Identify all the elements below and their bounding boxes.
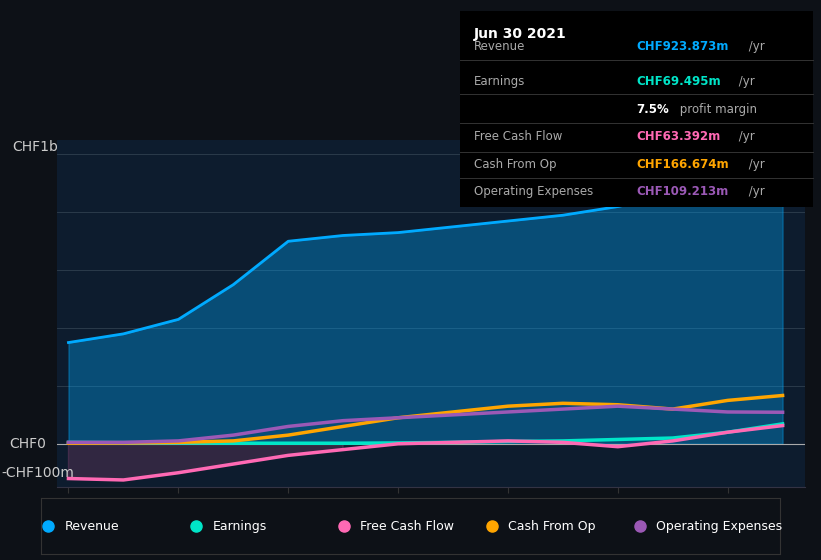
Text: /yr: /yr [735, 130, 754, 143]
Text: CHF166.674m: CHF166.674m [636, 157, 729, 171]
Text: Jun 30 2021: Jun 30 2021 [474, 27, 566, 41]
Text: /yr: /yr [745, 185, 764, 198]
Text: Cash From Op: Cash From Op [508, 520, 595, 533]
Text: Earnings: Earnings [474, 75, 525, 88]
Text: Free Cash Flow: Free Cash Flow [360, 520, 454, 533]
Text: /yr: /yr [745, 157, 764, 171]
Text: Free Cash Flow: Free Cash Flow [474, 130, 562, 143]
Text: CHF1b: CHF1b [12, 140, 58, 154]
Text: /yr: /yr [745, 40, 764, 53]
Text: Earnings: Earnings [213, 520, 267, 533]
Text: CHF923.873m: CHF923.873m [636, 40, 729, 53]
Text: Operating Expenses: Operating Expenses [474, 185, 593, 198]
Text: CHF109.213m: CHF109.213m [636, 185, 728, 198]
Text: profit margin: profit margin [676, 102, 757, 116]
Text: /yr: /yr [735, 75, 754, 88]
Text: Cash From Op: Cash From Op [474, 157, 557, 171]
Text: 7.5%: 7.5% [636, 102, 669, 116]
Text: Operating Expenses: Operating Expenses [656, 520, 782, 533]
Text: -CHF100m: -CHF100m [2, 466, 75, 480]
Text: CHF0: CHF0 [9, 437, 46, 451]
Text: Revenue: Revenue [474, 40, 525, 53]
Text: CHF69.495m: CHF69.495m [636, 75, 721, 88]
Text: Revenue: Revenue [65, 520, 119, 533]
Text: CHF63.392m: CHF63.392m [636, 130, 721, 143]
